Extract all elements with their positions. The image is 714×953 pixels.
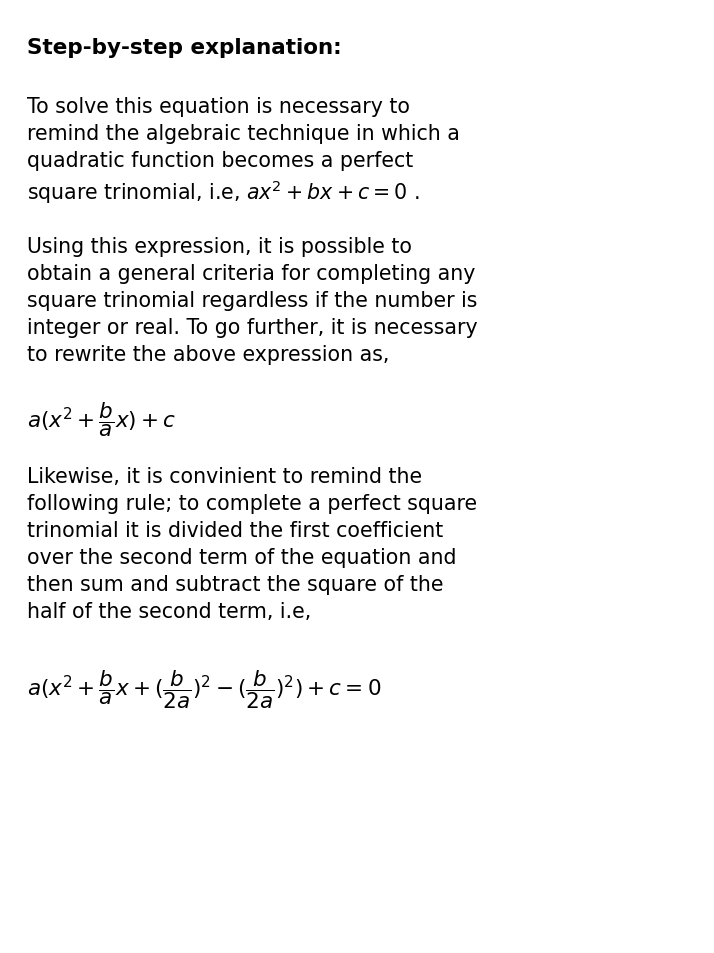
Text: over the second term of the equation and: over the second term of the equation and bbox=[27, 547, 457, 567]
Text: square trinomial regardless if the number is: square trinomial regardless if the numbe… bbox=[27, 291, 478, 311]
Text: quadratic function becomes a perfect: quadratic function becomes a perfect bbox=[27, 151, 413, 171]
Text: then sum and subtract the square of the: then sum and subtract the square of the bbox=[27, 575, 443, 595]
Text: Using this expression, it is possible to: Using this expression, it is possible to bbox=[27, 236, 412, 256]
Text: To solve this equation is necessary to: To solve this equation is necessary to bbox=[27, 97, 410, 117]
Text: following rule; to complete a perfect square: following rule; to complete a perfect sq… bbox=[27, 494, 477, 514]
Text: $a(x^2 + \dfrac{b}{a}x + (\dfrac{b}{2a})^2 - (\dfrac{b}{2a})^2) + c = 0$: $a(x^2 + \dfrac{b}{a}x + (\dfrac{b}{2a})… bbox=[27, 667, 381, 710]
Text: $a(x^2 + \dfrac{b}{a}x) + c$: $a(x^2 + \dfrac{b}{a}x) + c$ bbox=[27, 399, 176, 438]
Text: Likewise, it is convinient to remind the: Likewise, it is convinient to remind the bbox=[27, 467, 422, 486]
Text: remind the algebraic technique in which a: remind the algebraic technique in which … bbox=[27, 124, 460, 144]
Text: half of the second term, i.e,: half of the second term, i.e, bbox=[27, 601, 311, 621]
Text: Step-by-step explanation:: Step-by-step explanation: bbox=[27, 38, 342, 58]
Text: square trinomial, i.e, $ax^2 + bx + c = 0$ .: square trinomial, i.e, $ax^2 + bx + c = … bbox=[27, 178, 420, 206]
Text: to rewrite the above expression as,: to rewrite the above expression as, bbox=[27, 345, 390, 365]
Text: trinomial it is divided the first coefficient: trinomial it is divided the first coeffi… bbox=[27, 520, 443, 540]
Text: obtain a general criteria for completing any: obtain a general criteria for completing… bbox=[27, 264, 476, 284]
Text: integer or real. To go further, it is necessary: integer or real. To go further, it is ne… bbox=[27, 317, 478, 337]
